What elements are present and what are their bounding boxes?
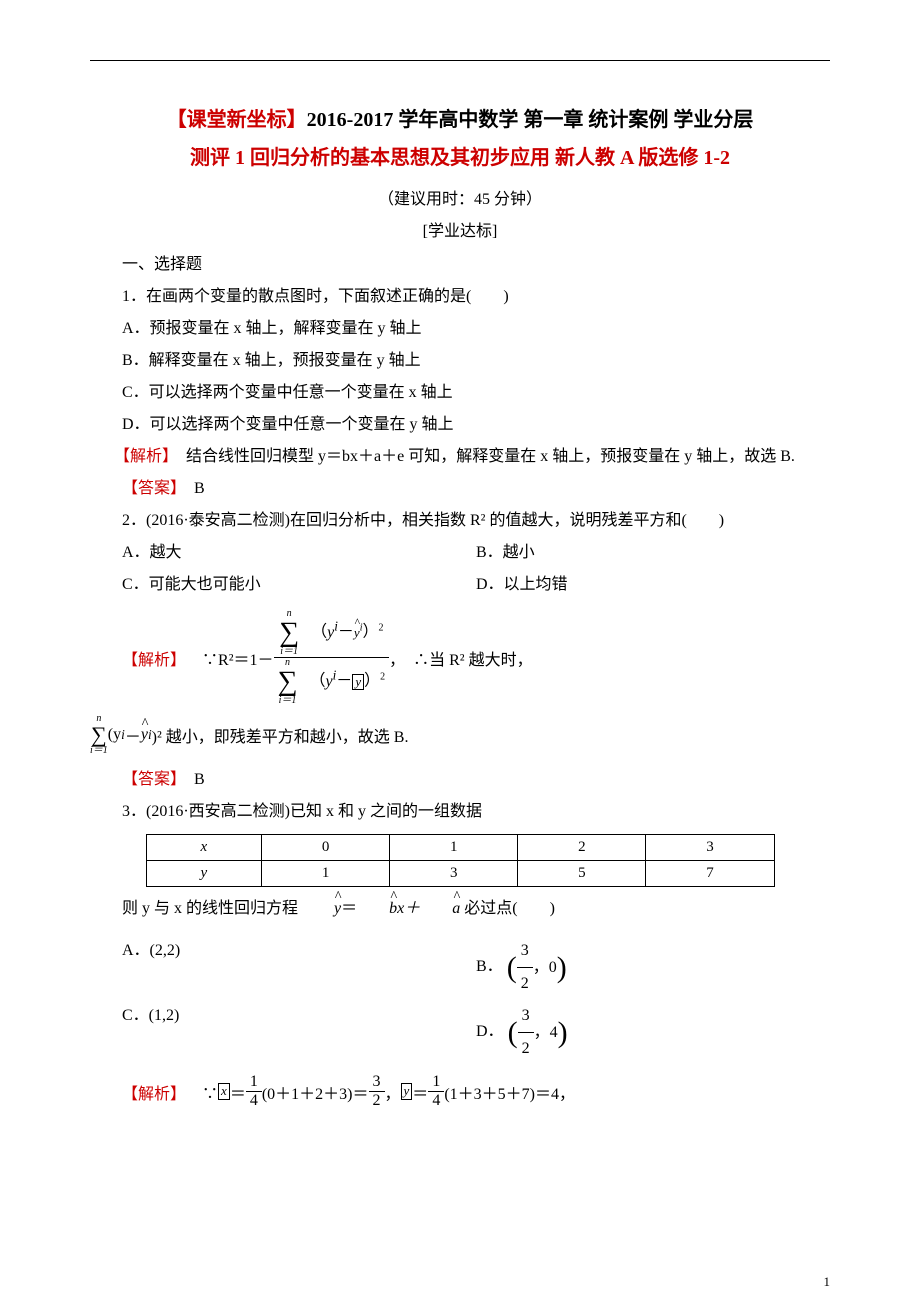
sum-i1-1: i＝1 <box>280 647 298 657</box>
daan-label-2: 【答案】 <box>122 771 178 788</box>
table-cell: 5 <box>518 861 646 887</box>
q3-l2-g: 必过点( ) <box>460 900 555 917</box>
title-block: 【课堂新坐标】2016-2017 学年高中数学 第一章 统计案例 学业分层 测评… <box>90 101 830 177</box>
sum-i1-3: i＝1 <box>90 746 108 756</box>
q3j-a: ∵ <box>186 1080 218 1104</box>
table-cell: y <box>146 861 262 887</box>
q1-option-d: D．可以选择两个变量中任意一个变量在 y 轴上 <box>90 409 830 441</box>
jiexi-label-2: 【解析】 <box>122 646 186 670</box>
table-row: y 1 3 5 7 <box>146 861 774 887</box>
q3j-d: ， <box>385 1080 401 1104</box>
table-cell: 0 <box>262 835 390 861</box>
q3-options-row2: C．(1,2) D． ( 32 ，4 ) <box>122 1000 830 1065</box>
q3d-num: 3 <box>518 1000 534 1033</box>
section-heading-1: 一、选择题 <box>90 249 830 281</box>
q2-option-d: D．以上均错 <box>476 569 830 601</box>
q3j-f1d: 4 <box>246 1092 262 1110</box>
table-cell: 2 <box>518 835 646 861</box>
q3j-f2d: 2 <box>369 1092 385 1110</box>
q3d-den: 2 <box>518 1033 534 1065</box>
jiexi-label: 【解析】 <box>122 448 170 465</box>
q2-jiexi-suffix: ， ∴当 R² 越大时， <box>389 646 532 670</box>
q1-option-c: C．可以选择两个变量中任意一个变量在 x 轴上 <box>90 377 830 409</box>
sum-upper: n ∑ i＝1 <box>279 609 299 657</box>
q1-option-b: B．解释变量在 x 轴上，预报变量在 y 轴上 <box>90 345 830 377</box>
q2-l2-c: － <box>125 723 141 747</box>
q1-analysis: 【解析】 结合线性回归模型 y＝bx＋a＋e 可知，解释变量在 x 轴上，预报变… <box>90 441 830 473</box>
suggest-time: （建议用时：45 分钟） <box>90 185 830 209</box>
q3j-f3d: 4 <box>428 1092 444 1110</box>
q3-d-y: ，4 <box>534 1017 558 1049</box>
q3j-ybar: y <box>401 1083 413 1099</box>
q2-l2-d: y <box>141 726 148 744</box>
q1-daan-text: B <box>178 480 205 497</box>
daan-label: 【答案】 <box>122 480 178 497</box>
q3-option-c: C．(1,2) <box>122 1000 476 1032</box>
q2-analysis: 【解析】 ∵R²＝1－ n ∑ i＝1 （yi－yi）2 n ∑ i＝1 （yi… <box>122 609 830 706</box>
q3b-den: 2 <box>517 968 533 1000</box>
table-cell: 1 <box>390 835 518 861</box>
q3-d-prefix: D． <box>476 1023 504 1040</box>
q2-options-row1: A．越大 B．越小 <box>122 537 830 569</box>
q3-options-row1: A．(2,2) B． ( 32 ，0 ) <box>122 935 830 1000</box>
q3j-xbar: x <box>218 1083 230 1099</box>
q3-data-table: x 0 1 2 3 y 1 3 5 7 <box>146 834 775 887</box>
q3-option-b: B． ( 32 ，0 ) <box>476 935 830 1000</box>
q2-l2-f: )² 越小，即残差平方和越小，故选 B. <box>152 723 409 747</box>
q2-option-b: B．越小 <box>476 537 830 569</box>
q2-options-row2: C．可能大也可能小 D．以上均错 <box>122 569 830 601</box>
q2-jiexi-prefix: ∵R²＝1－ <box>186 646 273 670</box>
q3j-f1n: 1 <box>246 1073 262 1092</box>
title-prefix: 【课堂新坐标】 <box>167 109 307 131</box>
q3j-b: ＝ <box>230 1080 246 1104</box>
table-cell: x <box>146 835 262 861</box>
table-row: x 0 1 2 3 <box>146 835 774 861</box>
q2-option-a: A．越大 <box>122 537 476 569</box>
q3-l2-a: 则 y 与 x 的线性回归方程 <box>122 900 302 917</box>
title-line2: 测评 1 回归分析的基本思想及其初步应用 新人教 A 版选修 1-2 <box>190 147 730 169</box>
q3-option-a: A．(2,2) <box>122 935 476 967</box>
q2-stem: 2．(2016·泰安高二检测)在回归分析中，相关指数 R² 的值越大，说明残差平… <box>90 505 830 537</box>
q3-l2-c: ＝ <box>341 900 357 917</box>
q3-b-prefix: B． <box>476 958 503 975</box>
q3j-f2n: 3 <box>369 1073 385 1092</box>
q3-stem: 3．(2016·西安高二检测)已知 x 和 y 之间的一组数据 <box>90 796 830 828</box>
jiexi-label-3: 【解析】 <box>122 1080 186 1104</box>
q3-b-y: ，0 <box>533 952 557 984</box>
table-cell: 7 <box>646 861 774 887</box>
q3j-c: (0＋1＋2＋3)＝ <box>262 1080 369 1104</box>
xueye-dabiao: [学业达标] <box>90 217 830 241</box>
r2-fraction: n ∑ i＝1 （yi－yi）2 n ∑ i＝1 （yi－y）2 <box>274 609 390 706</box>
q3-l2-f: a <box>420 893 460 925</box>
q2-l2-a: (y <box>108 726 121 744</box>
q3-l2-d: b <box>357 893 397 925</box>
q3b-num: 3 <box>517 935 533 968</box>
page-number: 1 <box>824 1274 831 1290</box>
q3j-f: (1＋3＋5＋7)＝4， <box>444 1080 575 1104</box>
q3-l2-e: x＋ <box>397 900 420 917</box>
q3-line2: 则 y 与 x 的线性回归方程 y＝bx＋a 必过点( ) <box>90 893 830 925</box>
q3-option-d: D． ( 32 ，4 ) <box>476 1000 830 1065</box>
table-cell: 3 <box>646 835 774 861</box>
q3j-e: ＝ <box>412 1080 428 1104</box>
q2-analysis-line2: n ∑ i＝1 (yi－ yi)² 越小，即残差平方和越小，故选 B. <box>90 714 830 756</box>
q1-answer: 【答案】 B <box>90 473 830 505</box>
q3-l2-b: y <box>302 893 341 925</box>
title-rest: 2016-2017 学年高中数学 第一章 统计案例 学业分层 <box>307 109 754 131</box>
q2-daan-text: B <box>178 771 205 788</box>
top-rule <box>90 60 830 61</box>
sum-line2: n ∑ i＝1 <box>90 714 108 756</box>
sum-lower: n ∑ i＝1 <box>278 658 298 706</box>
q1-jiexi-text: 结合线性回归模型 y＝bx＋a＋e 可知，解释变量在 x 轴上，预报变量在 y … <box>170 448 795 465</box>
sum-i1-2: i＝1 <box>279 696 297 706</box>
q2-answer: 【答案】 B <box>90 764 830 796</box>
q3-analysis: 【解析】 ∵ x ＝ 14 (0＋1＋2＋3)＝ 32 ， y ＝ 14 (1＋… <box>122 1073 830 1110</box>
q2-option-c: C．可能大也可能小 <box>122 569 476 601</box>
q3j-f3n: 1 <box>428 1073 444 1092</box>
q1-stem: 1．在画两个变量的散点图时，下面叙述正确的是( ) <box>90 281 830 313</box>
q1-option-a: A．预报变量在 x 轴上，解释变量在 y 轴上 <box>90 313 830 345</box>
